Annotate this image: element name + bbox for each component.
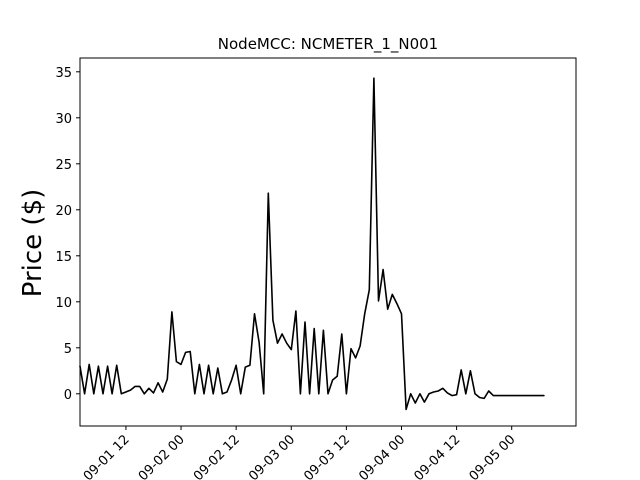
y-tick-label: 0 bbox=[64, 388, 72, 403]
y-tick-label: 20 bbox=[55, 204, 72, 219]
y-tick-label: 25 bbox=[55, 158, 72, 173]
chart-title: NodeMCC: NCMETER_1_N001 bbox=[218, 35, 438, 54]
y-axis-label: Price ($) bbox=[18, 189, 48, 298]
y-tick-label: 35 bbox=[55, 66, 72, 81]
axes-frame bbox=[79, 57, 577, 427]
y-tick-label: 15 bbox=[55, 250, 72, 265]
price-series-line bbox=[79, 77, 545, 411]
y-tick-label: 10 bbox=[55, 296, 72, 311]
y-tick-label: 30 bbox=[55, 112, 72, 127]
y-axis-ticks: 0 5 10 15 20 25 30 35 bbox=[55, 66, 80, 403]
y-tick-label: 5 bbox=[64, 342, 72, 357]
